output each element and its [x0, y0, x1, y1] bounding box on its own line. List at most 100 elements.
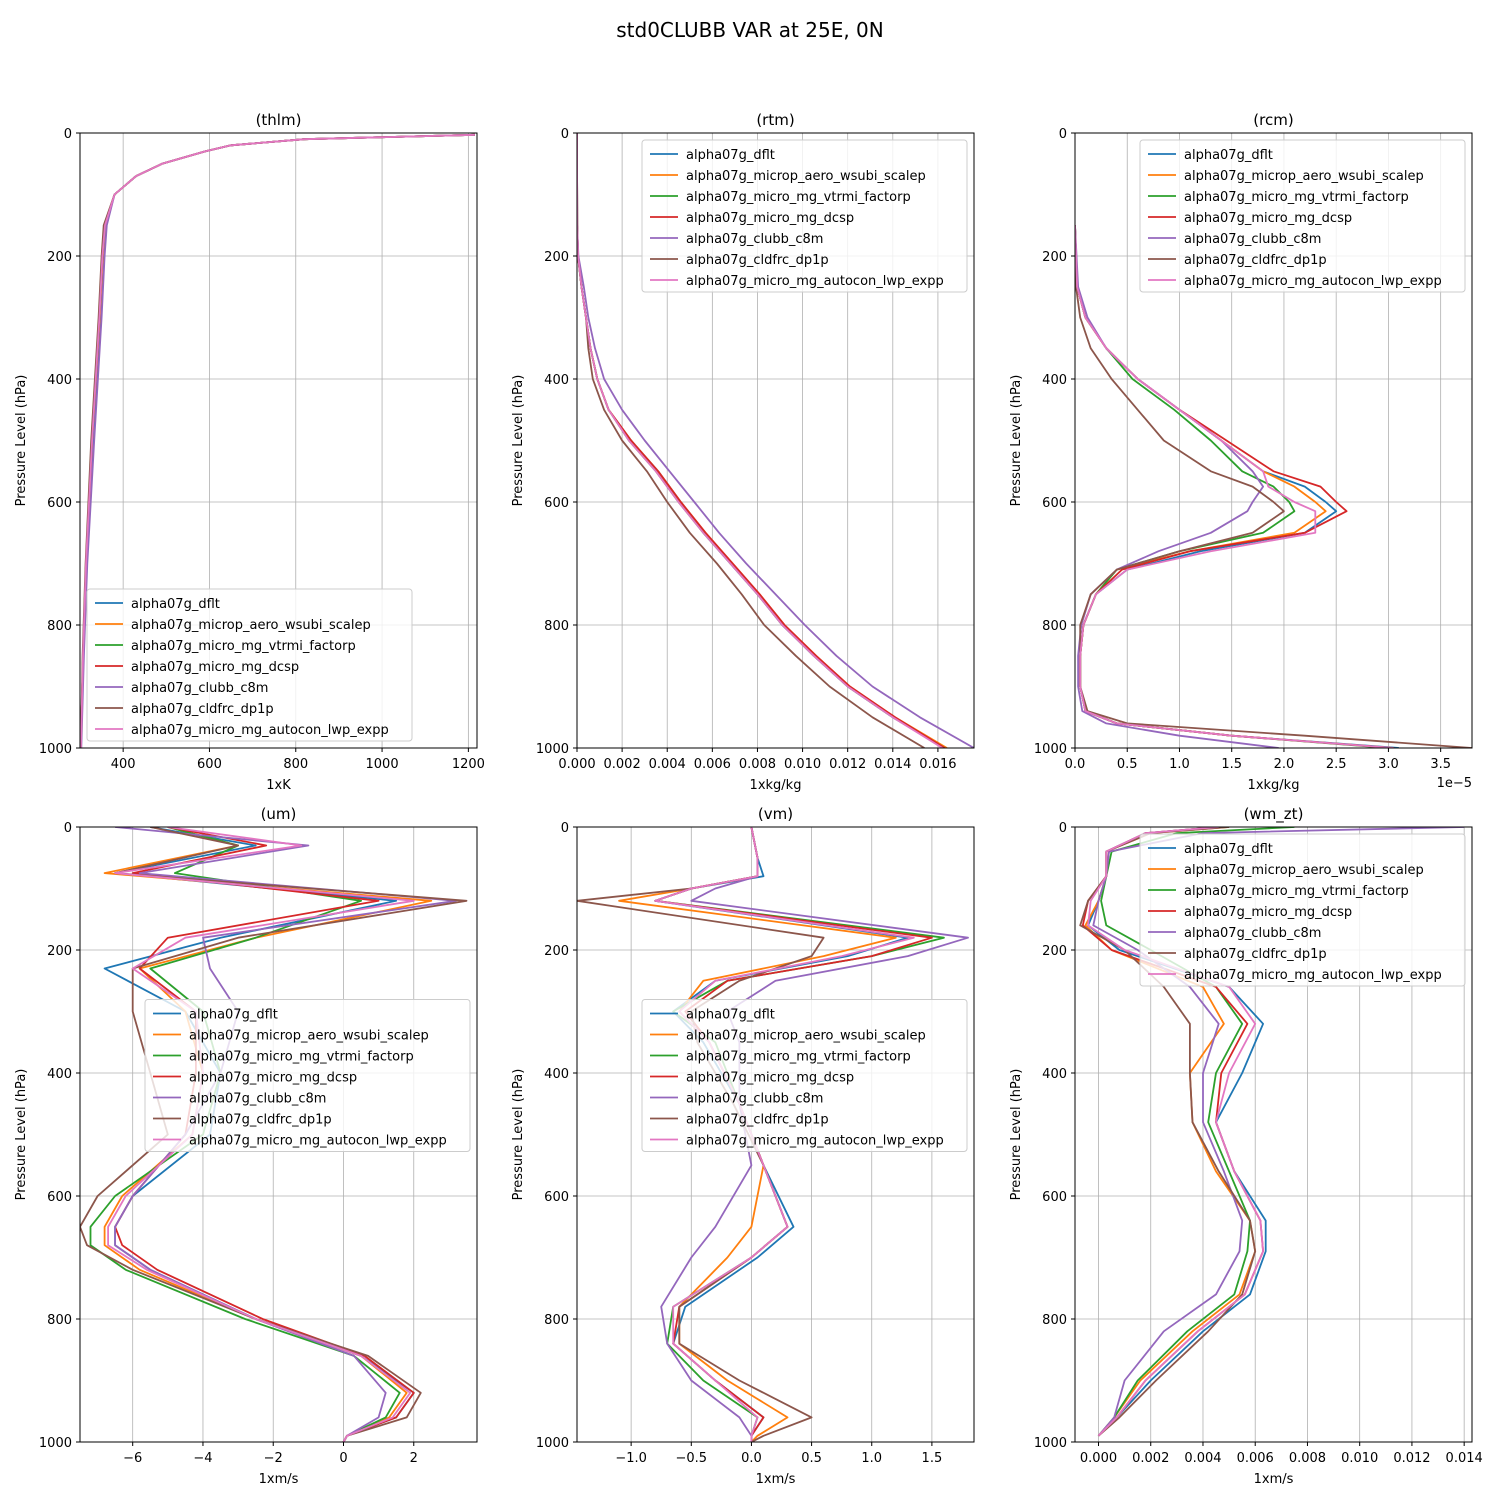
- legend-label-alpha07g_clubb_c8m: alpha07g_clubb_c8m: [131, 681, 268, 696]
- legend-label-alpha07g_microp_aero_wsubi_scalep: alpha07g_microp_aero_wsubi_scalep: [189, 1029, 429, 1044]
- y-tick-label: 200: [544, 250, 569, 265]
- y-tick-label: 800: [1042, 1313, 1067, 1328]
- y-tick-label: 0: [64, 821, 72, 836]
- legend: alpha07g_dflt alpha07g_microp_aero_wsubi_…: [144, 999, 471, 1152]
- figure-title: std0CLUBB VAR at 25E, 0N: [616, 18, 884, 42]
- legend: alpha07g_dflt alpha07g_microp_aero_wsubi_…: [86, 588, 413, 742]
- legend-label-alpha07g_clubb_c8m: alpha07g_clubb_c8m: [686, 232, 823, 247]
- subplot-title: (um): [261, 805, 297, 823]
- axes-frame: [1074, 826, 1473, 1443]
- legend-label-alpha07g_micro_mg_dcsp: alpha07g_micro_mg_dcsp: [1184, 905, 1352, 920]
- x-axis-label: 1xm/s: [259, 1472, 299, 1487]
- x-tick-label: 0.006: [1237, 1451, 1274, 1466]
- y-tick-label: 600: [1042, 1190, 1067, 1205]
- legend-box: [641, 139, 968, 293]
- subplot-title: (thlm): [256, 111, 302, 129]
- x-tick-label: 2.0: [1274, 757, 1295, 772]
- y-axis-label: Pressure Level (hPa): [511, 375, 526, 507]
- y-axis-label: Pressure Level (hPa): [1009, 375, 1024, 507]
- legend-label-alpha07g_clubb_c8m: alpha07g_clubb_c8m: [686, 1092, 823, 1107]
- legend-box: [144, 999, 471, 1152]
- x-axis-label: 1xm/s: [1254, 1472, 1294, 1487]
- x-offset-text: 1e−5: [1437, 776, 1472, 791]
- subplot-1: 400 600 800 1000 1200 0 200 400 600 800 1000 (thlm)…: [14, 111, 485, 793]
- legend-label-alpha07g_clubb_c8m: alpha07g_clubb_c8m: [1184, 232, 1321, 247]
- series-line-alpha07g_micro_mg_dcsp: [1075, 225, 1394, 748]
- legend-label-alpha07g_cldfrc_dp1p: alpha07g_cldfrc_dp1p: [686, 1113, 829, 1128]
- series-line-alpha07g_clubb_c8m: [577, 133, 974, 748]
- x-tick-label: 0.010: [784, 757, 821, 772]
- y-axis-label: Pressure Level (hPa): [14, 1069, 29, 1201]
- y-tick-label: 600: [544, 496, 569, 511]
- y-tick-label: 600: [1042, 496, 1067, 511]
- x-tick-label: 800: [283, 757, 308, 772]
- series-group: [80, 133, 475, 748]
- legend-label-alpha07g_microp_aero_wsubi_scalep: alpha07g_microp_aero_wsubi_scalep: [1184, 169, 1424, 184]
- y-tick-label: 800: [544, 1313, 569, 1328]
- x-tick-label: 0: [339, 1451, 347, 1466]
- legend-label-alpha07g_dflt: alpha07g_dflt: [686, 148, 775, 163]
- legend-label-alpha07g_dflt: alpha07g_dflt: [686, 1008, 775, 1023]
- y-tick-label: 400: [47, 1067, 72, 1082]
- legend-box: [86, 588, 413, 742]
- x-tick-label: 1.0: [861, 1451, 882, 1466]
- legend-label-alpha07g_dflt: alpha07g_dflt: [1184, 148, 1273, 163]
- y-tick-label: 400: [544, 1067, 569, 1082]
- x-tick-label: −6: [123, 1451, 142, 1466]
- x-tick-label: 0.004: [649, 757, 686, 772]
- y-tick-label: 400: [1042, 1067, 1067, 1082]
- legend: alpha07g_dflt alpha07g_microp_aero_wsubi_…: [1139, 139, 1466, 293]
- legend-label-alpha07g_microp_aero_wsubi_scalep: alpha07g_microp_aero_wsubi_scalep: [686, 1029, 926, 1044]
- legend-label-alpha07g_microp_aero_wsubi_scalep: alpha07g_microp_aero_wsubi_scalep: [686, 169, 926, 184]
- x-tick-label: 0.5: [1117, 757, 1138, 772]
- y-tick-label: 600: [47, 1190, 72, 1205]
- legend-label-alpha07g_micro_mg_vtrmi_factorp: alpha07g_micro_mg_vtrmi_factorp: [686, 1050, 911, 1065]
- legend-label-alpha07g_cldfrc_dp1p: alpha07g_cldfrc_dp1p: [1184, 947, 1327, 962]
- y-tick-label: 200: [1042, 944, 1067, 959]
- legend-label-alpha07g_cldfrc_dp1p: alpha07g_cldfrc_dp1p: [686, 253, 829, 268]
- legend-label-alpha07g_cldfrc_dp1p: alpha07g_cldfrc_dp1p: [189, 1113, 332, 1128]
- series-line-alpha07g_microp_aero_wsubi_scalep: [103, 827, 433, 1442]
- x-tick-label: 0.016: [919, 757, 956, 772]
- x-tick-label: 0.0: [741, 1451, 762, 1466]
- legend-label-alpha07g_micro_mg_vtrmi_factorp: alpha07g_micro_mg_vtrmi_factorp: [189, 1050, 414, 1065]
- subplot-4: −6 −4 −2 0 2 0 200 400 600 800 1000 (um) 1xm/s Pressu…: [14, 805, 478, 1487]
- series-line-alpha07g_clubb_c8m: [1075, 225, 1279, 748]
- x-tick-label: 1000: [366, 757, 399, 772]
- series-line-alpha07g_micro_mg_autocon_lwp_expp: [577, 133, 943, 748]
- x-axis-label: 1xm/s: [756, 1472, 796, 1487]
- subplot-3: 0.0 0.5 1.0 1.5 2.0 2.5 3.0 3.5 0 200 400 600 800 100…: [1009, 111, 1473, 793]
- y-tick-label: 400: [47, 373, 72, 388]
- y-tick-label: 800: [1042, 619, 1067, 634]
- legend-label-alpha07g_micro_mg_vtrmi_factorp: alpha07g_micro_mg_vtrmi_factorp: [686, 190, 911, 205]
- y-tick-label: 1000: [39, 742, 72, 757]
- subplot-title: (vm): [758, 805, 793, 823]
- series-group: [80, 827, 468, 1442]
- y-axis-label: Pressure Level (hPa): [14, 375, 29, 507]
- x-tick-label: −0.5: [675, 1451, 707, 1466]
- x-tick-label: 0.002: [1132, 1451, 1169, 1466]
- x-tick-label: 3.5: [1430, 757, 1451, 772]
- x-tick-label: 0.5: [801, 1451, 822, 1466]
- x-tick-label: 0.0: [1065, 757, 1086, 772]
- x-tick-label: 0.002: [604, 757, 641, 772]
- y-tick-label: 0: [561, 821, 569, 836]
- series-line-alpha07g_dflt: [1075, 225, 1399, 748]
- y-tick-label: 1000: [536, 1436, 569, 1451]
- subplot-5: −1.0 −0.5 0.0 0.5 1.0 1.5 0 200 400 600 800 1000 (vm…: [511, 805, 975, 1487]
- x-tick-label: 0.000: [1080, 1451, 1117, 1466]
- x-tick-label: −1.0: [615, 1451, 647, 1466]
- series-group: [1079, 827, 1465, 1437]
- x-tick-label: 2: [410, 1451, 418, 1466]
- x-tick-label: 3.0: [1378, 757, 1399, 772]
- y-tick-label: 400: [544, 373, 569, 388]
- x-tick-label: 0.008: [1289, 1451, 1326, 1466]
- x-tick-label: 0.014: [874, 757, 911, 772]
- y-tick-label: 600: [47, 496, 72, 511]
- legend-box: [1139, 139, 1466, 293]
- series-line-alpha07g_micro_mg_vtrmi_factorp: [89, 827, 401, 1442]
- y-tick-label: 800: [47, 1313, 72, 1328]
- series-line-alpha07g_microp_aero_wsubi_scalep: [1075, 225, 1394, 748]
- series-line-alpha07g_micro_mg_autocon_lwp_expp: [1087, 827, 1264, 1437]
